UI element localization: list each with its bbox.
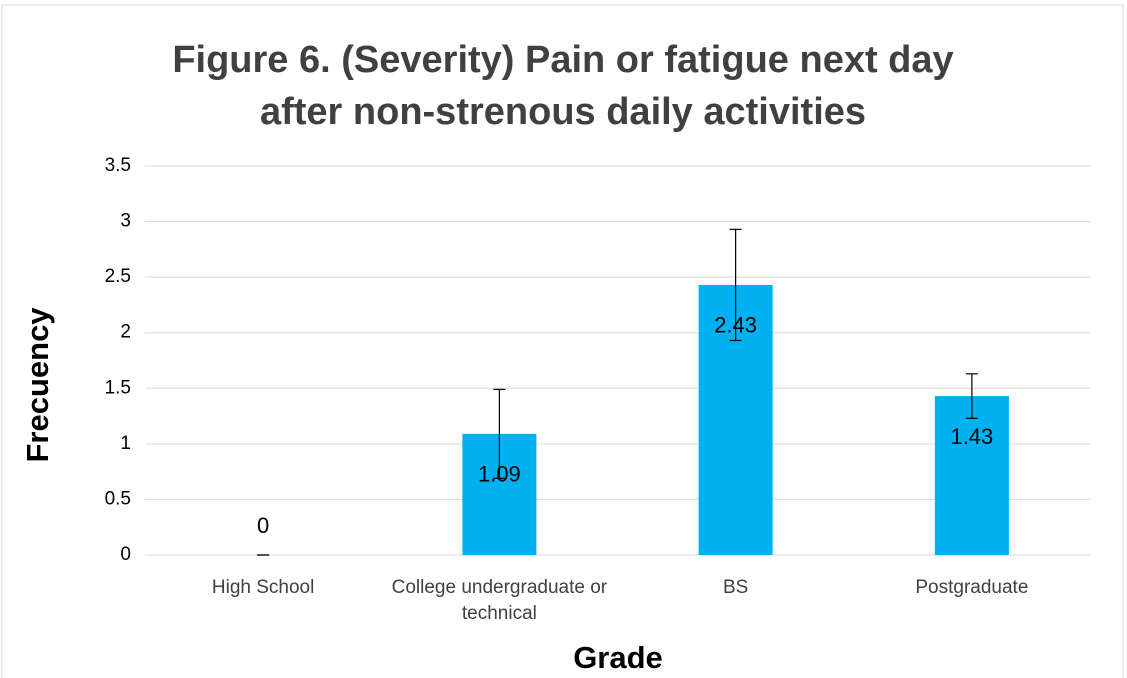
y-tick-label: 1 bbox=[120, 433, 131, 454]
y-tick-label: 0 bbox=[120, 544, 131, 565]
y-tick-label: 3 bbox=[120, 211, 131, 232]
y-tick-label: 1.5 bbox=[105, 377, 131, 398]
y-tick-label: 2 bbox=[120, 322, 131, 343]
bar bbox=[934, 396, 1009, 555]
x-axis-label: Grade bbox=[573, 640, 663, 675]
chart-border bbox=[1, 4, 1124, 678]
data-label: 0 bbox=[257, 513, 269, 538]
y-tick-label: 3.5 bbox=[105, 155, 131, 176]
x-tick-label: BS bbox=[722, 577, 749, 598]
data-label: 2.43 bbox=[714, 313, 757, 338]
y-tick-label: 2.5 bbox=[105, 266, 131, 287]
x-tick-label: High School bbox=[211, 577, 315, 598]
x-tick-label: Postgraduate bbox=[915, 577, 1029, 598]
x-tick-label: College undergraduate or technical bbox=[391, 577, 608, 624]
y-tick-label: 0.5 bbox=[105, 488, 131, 509]
data-label: 1.09 bbox=[478, 462, 521, 487]
chart-title: Figure 6. (Severity) Pain or fatigue nex… bbox=[172, 39, 954, 133]
data-label: 1.43 bbox=[950, 424, 993, 449]
y-axis-label: Frecuency bbox=[20, 307, 55, 463]
